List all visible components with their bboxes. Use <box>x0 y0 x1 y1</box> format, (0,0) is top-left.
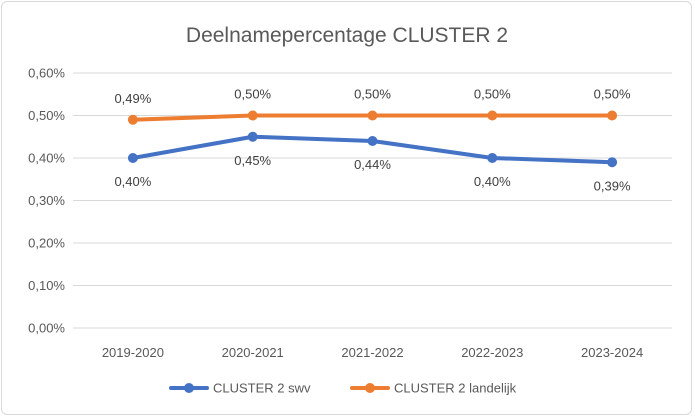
data-point <box>367 136 378 146</box>
y-axis-ticks: 0,00% 0,10% 0,20% 0,30% 0,40% 0,50% 0,60% <box>28 66 65 336</box>
data-point <box>487 153 498 163</box>
legend-label: CLUSTER 2 swv <box>213 381 311 396</box>
legend-marker <box>365 383 375 393</box>
legend-item[interactable]: CLUSTER 2 swv <box>169 381 311 396</box>
x-tick-label: 2019-2020 <box>102 345 164 360</box>
data-point <box>247 110 258 121</box>
data-label: 0,45% <box>234 153 271 168</box>
legend-label: CLUSTER 2 landelijk <box>394 381 517 396</box>
data-point <box>367 110 378 121</box>
series-lines <box>127 110 618 168</box>
x-axis-ticks: 2019-2020 2020-2021 2021-2022 2022-2023 2023… <box>102 345 643 360</box>
data-label: 0,39% <box>594 178 631 193</box>
x-tick-label: 2021-2022 <box>341 345 403 360</box>
y-tick-label: 0,20% <box>28 236 65 251</box>
x-tick-label: 2023-2024 <box>581 345 643 360</box>
legend[interactable]: CLUSTER 2 swv CLUSTER 2 landelijk <box>169 381 517 396</box>
y-tick-label: 0,50% <box>28 108 65 123</box>
data-label: 0,40% <box>474 174 511 189</box>
chart-title: Deelnamepercentage CLUSTER 2 <box>186 24 508 47</box>
data-point <box>607 157 618 168</box>
y-tick-label: 0,40% <box>28 151 65 166</box>
data-label: 0,40% <box>114 174 151 189</box>
data-labels: 0,40% 0,45% 0,44% 0,40% 0,39% 0,49% 0,50% 0,50%… <box>114 87 631 194</box>
x-tick-label: 2020-2021 <box>222 345 284 360</box>
data-label: 0,50% <box>594 87 631 102</box>
y-tick-label: 0,60% <box>28 66 65 81</box>
data-label: 0,49% <box>114 91 151 106</box>
data-point <box>127 153 138 163</box>
data-point <box>127 114 138 125</box>
y-tick-label: 0,10% <box>28 278 65 293</box>
data-point <box>607 110 618 121</box>
x-tick-label: 2022-2023 <box>461 345 523 360</box>
legend-marker <box>184 383 194 393</box>
data-label: 0,50% <box>474 87 511 102</box>
y-tick-label: 0,00% <box>28 321 65 336</box>
legend-item[interactable]: CLUSTER 2 landelijk <box>350 381 517 396</box>
y-tick-label: 0,30% <box>28 193 65 208</box>
data-label: 0,44% <box>354 157 391 172</box>
data-point <box>247 131 258 142</box>
data-label: 0,50% <box>234 87 271 102</box>
data-label: 0,50% <box>354 87 391 102</box>
data-point <box>487 110 498 121</box>
